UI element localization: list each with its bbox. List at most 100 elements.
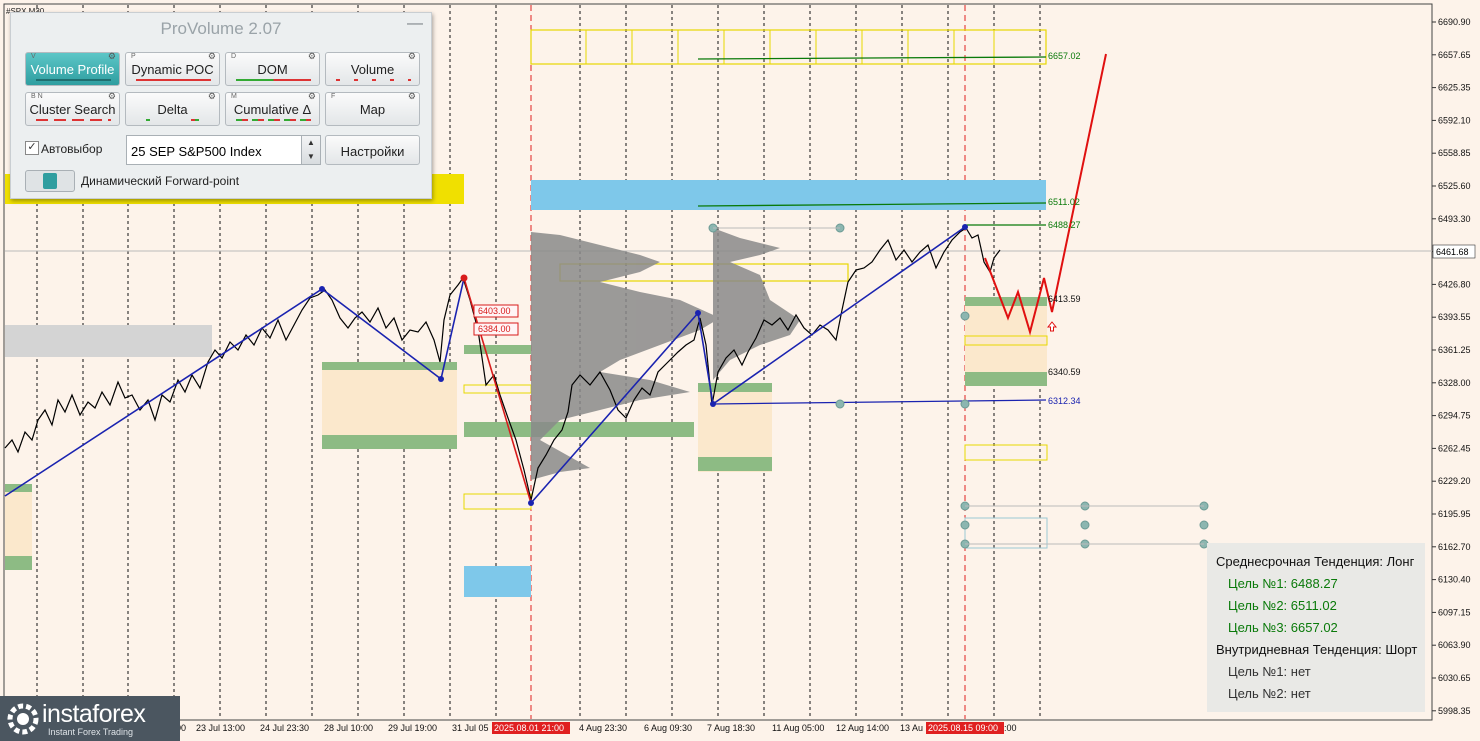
gear-icon[interactable]: ⚙ [407,51,416,61]
intraday-trend-text: Внутридневная Тенденция: Шорт [1216,642,1418,657]
projection-guides [713,227,1204,545]
volume-button[interactable]: ⚙ Volume [325,51,420,86]
hotkey-tag: P [131,53,136,60]
forward-point-toggle[interactable] [25,170,75,192]
dom-button[interactable]: D ⚙ DOM [225,51,320,86]
price-tag-6384: 6384.00 [478,324,511,334]
time-tick-label: 4 Aug 23:30 [579,723,627,733]
time-tick-label: 13 Au [900,723,923,733]
instaforex-logo: instaforex Instant Forex Trading [0,696,180,741]
volume-profile-histograms [531,228,800,480]
gear-icon[interactable]: ⚙ [207,91,216,101]
level-label-6413: 6413.59 [1048,294,1081,304]
price-tick-label: 6558.85 [1438,148,1471,158]
hotkey-tag: B N [31,93,43,100]
price-tick-label: 6162.70 [1438,542,1471,552]
button-label: Dynamic POC [131,62,214,77]
price-tick-label: 6592.10 [1438,115,1471,125]
time-marker-bg [926,722,1004,734]
auto-select-checkbox[interactable]: ✓ [25,141,39,155]
price-tick-label: 6097.15 [1438,607,1471,617]
price-tick-label: 6690.90 [1438,17,1471,27]
level-label-6312: 6312.34 [1048,396,1081,406]
button-label: Настройки [340,144,405,159]
price-tick-label: 6294.75 [1438,411,1471,421]
time-tick-label: 7 Aug 18:30 [707,723,755,733]
button-label: Cluster Search [29,102,116,117]
level-label-6657: 6657.02 [1048,51,1081,61]
time-tick-label: :00 [1004,723,1017,733]
gear-icon[interactable]: ⚙ [107,91,116,101]
spin-arrows-icon[interactable]: ▲ ▼ [301,136,320,164]
settings-button[interactable]: Настройки [325,135,420,165]
gear-icon[interactable]: ⚙ [307,91,316,101]
mid-trend-text: Среднесрочная Тенденция: Лонг [1216,554,1415,569]
volume-profile-button[interactable]: V ⚙ Volume Profile [25,51,120,86]
time-tick-label: 28 Jul 10:00 [324,723,373,733]
minimize-icon[interactable]: — [407,15,423,32]
forecast-path [984,53,1107,336]
price-tick-label: 6262.45 [1438,443,1471,453]
intra-target-2: Цель №2: нет [1228,686,1311,701]
price-tick-label: 6195.95 [1438,509,1471,519]
time-tick-label: 23 Jul 13:00 [196,723,245,733]
time-tick-label: 24 Jul 23:30 [260,723,309,733]
button-label: Volume [350,62,395,77]
price-tick-label: 6030.65 [1438,673,1471,683]
red-date-markers [530,5,966,719]
level-label-6340: 6340.59 [1048,367,1081,377]
time-tick-label: 2025.08.15 09:00 [928,723,998,733]
intra-target-1: Цель №1: нет [1228,664,1311,679]
time-tick-label: 6 Aug 09:30 [644,723,692,733]
trend-lines [4,226,1047,504]
target-levels [697,56,1047,226]
dynamic-poc-button[interactable]: P ⚙ Dynamic POC [125,51,220,86]
time-tick-label: 29 Jul 19:00 [388,723,437,733]
price-tick-label: 6657.65 [1438,50,1471,60]
hotkey-tag: F [331,93,336,100]
price-tick-label: 6361.25 [1438,345,1471,355]
instrument-value: 25 SEP S&P500 Index [131,144,262,159]
marker-dots [708,223,1209,549]
button-label: Cumulative Δ [233,102,312,117]
hotkey-tag: V [31,53,36,60]
cluster-search-button[interactable]: B N ⚙ Cluster Search [25,91,120,126]
symbol-label: #SPX,M30 [6,7,44,16]
logo-tagline: Instant Forex Trading [48,727,134,737]
price-tick-label: 6229.20 [1438,476,1471,486]
price-tick-label: 6426.80 [1438,279,1471,289]
price-tick-label: 6328.00 [1438,378,1471,388]
time-tick-label: 31 Jul 05 [452,723,489,733]
provolume-panel[interactable]: ProVolume 2.07 — V ⚙ Volume Profile P ⚙ … [10,12,432,199]
button-label: Delta [157,102,188,117]
mid-target-3: Цель №3: 6657.02 [1228,620,1338,635]
price-tick-label: 6130.40 [1438,575,1471,585]
mid-target-1: Цель №1: 6488.27 [1228,576,1338,591]
trend-info-box: Среднесрочная Тенденция: Лонг Цель №1: 6… [1207,543,1425,712]
cumulative-delta-button[interactable]: M ⚙ Cumulative Δ [225,91,320,126]
hotkey-tag: M [231,93,237,100]
price-tick-label: 6525.60 [1438,181,1471,191]
price-axis[interactable]: 6690.90 6657.65 6625.35 6592.10 6558.85 6525.… [1432,17,1471,716]
price-tick-label: 6393.55 [1438,312,1471,322]
level-label-6511: 6511.02 [1048,197,1080,207]
button-label: DOM [257,62,288,77]
price-tick-label: 6063.90 [1438,640,1471,650]
hotkey-tag: D [231,53,237,60]
panel-title: ProVolume 2.07 [160,19,282,38]
delta-button[interactable]: ⚙ Delta [125,91,220,126]
price-tag-6403: 6403.00 [478,306,511,316]
up-arrow-icon [1046,321,1058,332]
time-tick-label: 2025.08.01 21:00 [494,723,564,733]
time-tick-label: 11 Aug 05:00 [772,723,824,733]
time-tick-label: 12 Aug 14:00 [836,723,889,733]
logo-word: instaforex [42,700,146,728]
button-label: Volume Profile [30,62,115,77]
gear-icon[interactable]: ⚙ [207,51,216,61]
gear-icon[interactable]: ⚙ [107,51,116,61]
gear-icon[interactable]: ⚙ [407,91,416,101]
price-tick-label: 5998.35 [1438,706,1471,716]
map-button[interactable]: F ⚙ Map [325,91,420,126]
gear-icon[interactable]: ⚙ [307,51,316,61]
instrument-select[interactable]: 25 SEP S&P500 Index ▲ ▼ [126,135,321,165]
